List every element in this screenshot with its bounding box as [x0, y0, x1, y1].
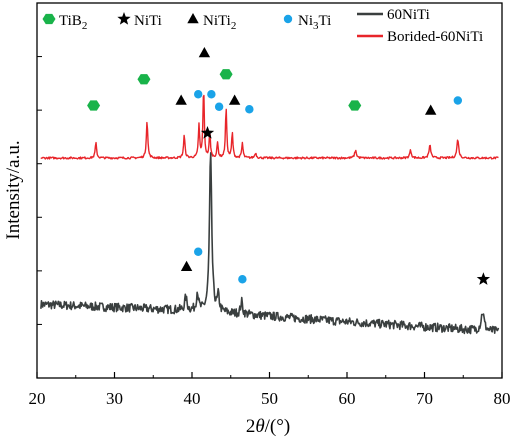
x-tick-label-0: 20 [29, 389, 46, 408]
legend-circle-icon [283, 14, 293, 24]
x-tick-label-5: 70 [416, 389, 433, 408]
legend-series-label-1: Borided-60NiTi [387, 29, 483, 45]
legend-phase-label-0: TiB2 [59, 13, 87, 32]
peak-marker-niti2-8 [228, 94, 241, 105]
series-line-1 [40, 94, 499, 160]
y-axis-label: Intensity/a.u. [3, 140, 24, 239]
peak-marker-ni3ti-13 [214, 102, 224, 111]
x-tick-label-3: 50 [261, 389, 278, 408]
x-tick-label-6: 80 [494, 389, 511, 408]
phase-legend: TiB2 NiTi NiTi2 Ni3Ti [42, 12, 331, 32]
peak-marker-ni3ti-11 [194, 90, 203, 99]
series-legend: 60NiTi Borided-60NiTi [357, 7, 483, 45]
peak-marker-ni3ti-16 [194, 247, 203, 256]
legend-star-icon [117, 12, 131, 25]
peak-marker-tib2-1 [137, 74, 151, 85]
peak-marker-tib2-3 [348, 100, 362, 111]
x-tick-label-2: 40 [184, 389, 201, 408]
legend-phase-label-1: NiTi [134, 13, 162, 29]
plot-lines [40, 94, 500, 335]
peak-markers [87, 47, 491, 285]
x-tick-label-1: 30 [106, 389, 123, 408]
legend-phase-label-3: Ni3Ti [298, 13, 331, 32]
peak-marker-niti2-9 [425, 104, 437, 115]
peak-marker-tib2-0 [87, 100, 101, 111]
x-axis-label: 2θ/(°) [246, 416, 290, 437]
peak-marker-ni3ti-15 [453, 96, 463, 105]
peak-marker-niti2-6 [175, 94, 187, 105]
peak-marker-ni3ti-14 [245, 105, 254, 114]
series-line-0 [40, 152, 500, 335]
legend-phase-label-2: NiTi2 [203, 13, 236, 32]
legend-triangle-icon [187, 13, 199, 24]
x-axis: 20 30 40 50 60 70 80 [29, 56, 511, 408]
y-axis-title: Intensity/a.u. [3, 140, 24, 239]
legend-series-label-0: 60NiTi [387, 7, 430, 23]
x-tick-label-4: 60 [339, 389, 356, 408]
peak-marker-ni3ti-12 [207, 90, 216, 99]
peak-marker-tib2-2 [219, 69, 233, 80]
peak-marker-niti2-7 [198, 47, 211, 58]
peak-marker-niti-4 [200, 126, 215, 139]
peak-marker-niti2-10 [180, 260, 193, 271]
peak-marker-niti-5 [476, 272, 491, 285]
peak-marker-ni3ti-17 [238, 275, 247, 284]
plot-frame [36, 2, 503, 379]
legend-hexagon-icon [42, 13, 56, 25]
